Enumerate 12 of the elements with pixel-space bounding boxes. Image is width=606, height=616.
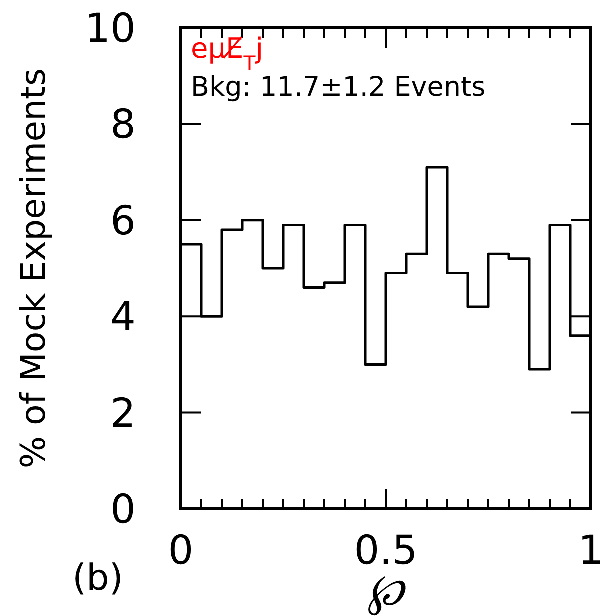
y-tick-label: 2 (110, 390, 136, 437)
x-tick-label: 0 (168, 528, 194, 574)
y-tick-label: 4 (110, 294, 136, 341)
y-tick-label: 6 (110, 198, 136, 244)
y-axis-title: % of Mock Experiments (14, 68, 54, 469)
y-tick-label: 8 (110, 102, 136, 148)
x-tick-label: 1 (578, 528, 604, 574)
annotation: Bkg: 11.7±1.2 Events (191, 72, 486, 103)
annotation: eμE̸$_{T}$j (191, 32, 264, 74)
text: (b) (72, 558, 124, 599)
y-tick-label: 10 (85, 6, 136, 52)
y-tick-label: 0 (110, 487, 136, 533)
